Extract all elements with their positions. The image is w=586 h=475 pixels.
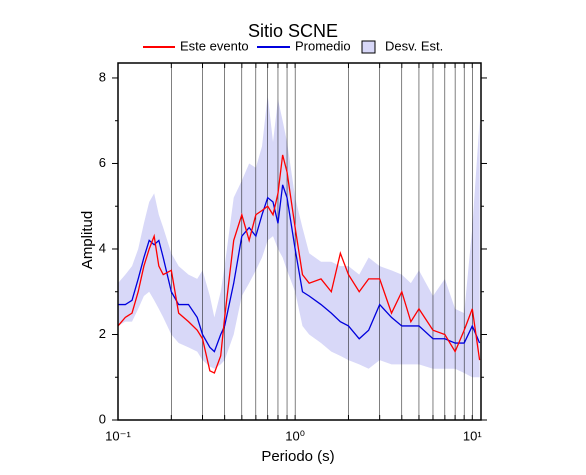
- series-line: [117, 154, 481, 374]
- x-axis-label: Periodo (s): [261, 448, 334, 465]
- x-tick-label: 10⁻¹: [105, 428, 131, 443]
- x-tick-label: 10¹: [463, 428, 482, 443]
- x-tick-label: 10⁰: [285, 428, 305, 443]
- y-tick-label: 6: [99, 155, 106, 170]
- plot-frame: [117, 62, 482, 421]
- series-line: [118, 184, 481, 353]
- y-tick-label: 2: [99, 326, 106, 341]
- y-axis-label: Amplitud: [79, 211, 96, 269]
- std-band: [118, 95, 480, 378]
- y-tick-label: 8: [99, 69, 106, 84]
- legend-label: Promedio: [295, 38, 351, 53]
- y-tick-label: 4: [99, 240, 106, 255]
- y-tick-label: 0: [99, 411, 106, 426]
- chart-title: Sitio SCNE: [248, 21, 338, 41]
- legend-label: Este evento: [180, 38, 249, 53]
- legend-swatch: [361, 40, 376, 54]
- legend-label: Desv. Est.: [385, 38, 443, 53]
